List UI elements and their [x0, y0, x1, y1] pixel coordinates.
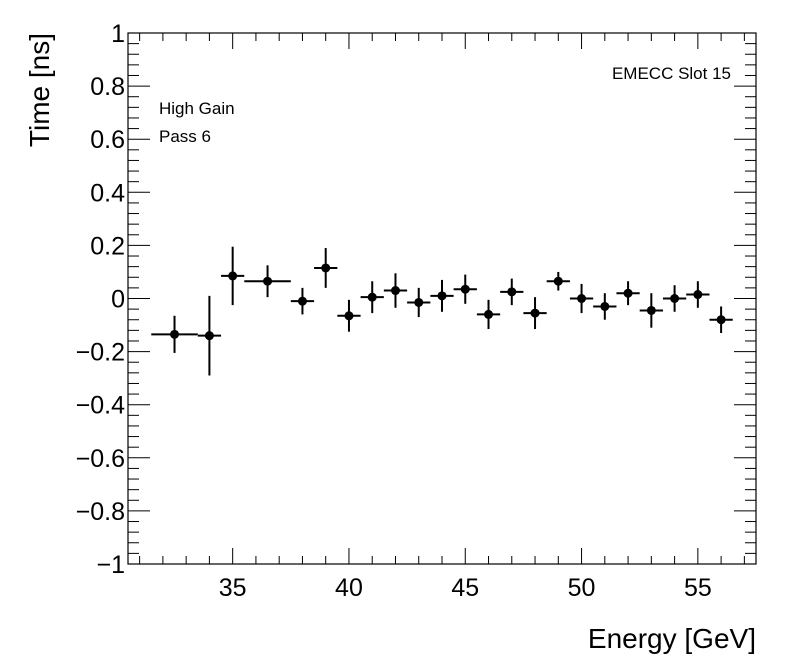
point-marker [263, 276, 273, 286]
point-marker [716, 315, 726, 325]
x-tick-label: 50 [568, 574, 596, 602]
data-point [709, 306, 733, 334]
y-tick-label: 0.2 [90, 232, 125, 260]
y-tick-label: −0.2 [76, 339, 125, 367]
data-point [244, 265, 291, 298]
data-point [662, 285, 687, 312]
data-point [360, 281, 384, 314]
y-tick-label: 0.8 [90, 73, 125, 101]
y-tick-label: −0.4 [76, 392, 125, 420]
point-marker [577, 294, 587, 303]
data-point [500, 278, 524, 306]
y-tick-label: −0.6 [76, 445, 125, 473]
y-tick-label: −0.8 [76, 498, 125, 526]
data-point [430, 279, 454, 312]
y-axis-title: Time [ns] [24, 33, 55, 147]
x-tick-label: 35 [219, 574, 247, 602]
point-marker [646, 305, 656, 315]
point-marker [367, 292, 377, 302]
point-marker [530, 308, 540, 318]
point-marker [170, 329, 180, 339]
data-point [593, 293, 617, 320]
data-point [523, 297, 547, 330]
data-point [569, 283, 594, 314]
data-point [546, 271, 570, 291]
point-marker [693, 290, 703, 300]
point-marker [204, 331, 214, 341]
point-marker [437, 291, 447, 301]
data-points [151, 246, 733, 376]
data-point [337, 299, 361, 332]
point-marker [414, 297, 424, 307]
x-tick-label: 40 [335, 574, 363, 602]
y-tick-label: 1 [111, 20, 125, 48]
point-marker [553, 276, 563, 286]
gain-label: High Gain [159, 99, 235, 118]
data-point [616, 281, 640, 306]
point-marker [507, 287, 517, 297]
data-point [383, 273, 408, 308]
data-point [290, 287, 315, 315]
point-marker [390, 286, 400, 296]
data-point [639, 293, 663, 328]
point-marker [344, 311, 354, 321]
data-point [476, 299, 501, 330]
point-marker [297, 296, 307, 306]
point-marker [321, 263, 331, 273]
tick-labels: 35 40 45 50 55 −1 −0.8 −0.6 −0.4 −0.2 0 0.2 0.4 0.6 0.… [76, 20, 712, 602]
y-tick-label: −1 [96, 551, 125, 579]
data-point [407, 287, 431, 318]
x-axis-title: Energy [GeV] [588, 623, 756, 654]
data-point [197, 295, 222, 376]
point-marker [228, 271, 238, 281]
x-tick-label: 45 [451, 574, 479, 602]
data-point [314, 248, 338, 288]
point-marker [460, 284, 470, 294]
axis-ticks [128, 32, 756, 565]
y-tick-label: 0.4 [90, 179, 125, 207]
pass-label: Pass 6 [159, 127, 211, 146]
data-point [151, 315, 198, 353]
point-marker [600, 301, 610, 311]
x-tick-label: 55 [684, 574, 712, 602]
y-tick-label: 0.6 [90, 126, 125, 154]
point-marker [623, 288, 633, 298]
data-point [453, 274, 477, 304]
point-marker [484, 309, 494, 319]
data-point [686, 281, 710, 308]
slot-label: EMECC Slot 15 [612, 64, 731, 83]
point-marker [670, 294, 680, 303]
y-tick-label: 0 [111, 286, 125, 314]
data-point [221, 246, 245, 306]
